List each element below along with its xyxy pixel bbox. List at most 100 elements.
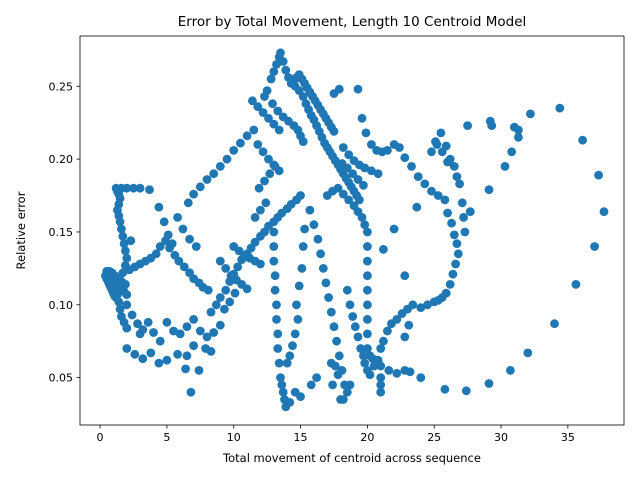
data-point [316,249,325,259]
data-point [221,285,231,295]
data-point [173,349,183,359]
data-point [222,154,232,164]
data-point [363,300,372,310]
data-point [334,351,344,361]
data-point [260,92,269,101]
data-point [487,121,497,130]
data-point [215,162,225,171]
data-point [175,329,185,339]
data-point [345,300,355,310]
data-point [149,328,158,337]
data-point [250,237,260,247]
data-point [126,236,136,246]
data-point [449,162,459,171]
data-point [332,336,341,346]
data-point [277,380,287,390]
data-point [221,264,231,273]
data-point [443,208,452,218]
data-point [365,370,375,380]
data-point [270,162,280,171]
data-point [203,285,213,295]
data-point [296,392,305,401]
data-point [265,169,275,179]
y-tick-label: 0.05 [49,372,74,385]
data-point [276,373,285,382]
data-point [264,113,273,123]
data-point [202,175,212,184]
data-point [459,213,468,222]
x-axis-label: Total movement of centroid across sequen… [222,451,481,465]
data-point [273,106,283,116]
data-point [338,395,348,404]
data-point [376,344,386,353]
data-point [400,332,410,342]
data-point [526,109,535,119]
data-point [356,344,366,353]
data-point [206,307,216,317]
data-point [296,191,305,200]
data-point [122,290,132,299]
data-point [514,132,523,142]
data-point [215,293,225,302]
data-point [253,102,263,112]
x-tick-label: 30 [494,431,508,444]
y-axis-label: Relative error [14,191,28,269]
data-point [258,147,268,157]
data-point [285,351,295,361]
data-point [429,297,439,307]
data-point [376,373,386,382]
data-point [272,315,281,324]
data-point [405,367,415,377]
data-point [119,239,129,249]
data-point [348,169,358,179]
data-point [500,162,510,171]
data-point [355,195,364,205]
data-point [436,128,446,138]
data-point [260,176,269,186]
data-point [298,92,308,101]
data-point [274,358,284,368]
data-point [383,326,392,336]
data-point [318,264,328,273]
data-point [151,249,161,259]
data-point [270,271,280,281]
data-point [384,366,394,375]
data-point [357,113,367,123]
data-point [330,361,340,371]
data-point [285,398,295,407]
data-point [432,140,442,149]
x-tick-label: 15 [294,431,308,444]
data-point [225,297,235,307]
data-point [162,317,172,327]
data-point [253,140,263,149]
data-point [264,154,273,164]
data-point [599,207,609,217]
data-point [449,230,459,240]
data-point [115,304,125,314]
data-point [363,271,372,281]
data-point [484,379,494,388]
data-point [427,186,436,196]
data-point [321,278,331,288]
data-point [254,183,264,193]
data-point [122,300,132,310]
data-point [312,373,321,382]
data-point [359,180,368,190]
data-point [169,326,179,336]
data-point [359,351,368,361]
data-point [115,217,125,227]
data-point [113,290,122,299]
data-point [413,172,423,182]
data-point [427,147,436,157]
data-point [145,185,154,195]
data-point [440,384,450,394]
data-point [182,351,192,361]
data-point [376,380,386,390]
data-point [309,220,319,230]
data-point [324,293,333,302]
data-point [379,245,388,254]
data-point [256,205,265,215]
data-point [114,282,124,292]
y-axis-ticks: 0.05 0.10 0.15 0.20 0.25 [49,80,80,385]
